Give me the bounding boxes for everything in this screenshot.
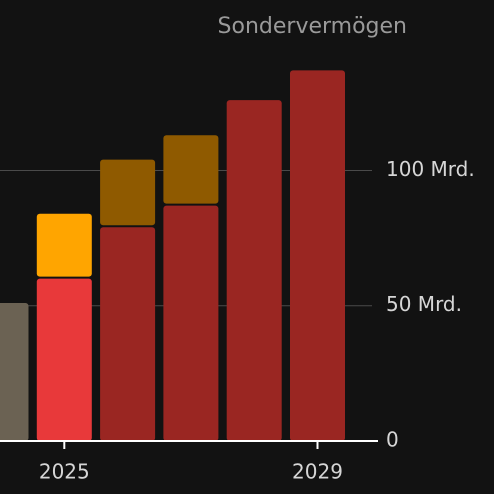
chart-title: Sondervermögen	[218, 14, 407, 39]
y-tick-label: 50 Mrd.	[386, 292, 462, 316]
bar	[100, 159, 156, 226]
bar	[163, 205, 219, 441]
y-tick-label: 0	[386, 428, 399, 452]
x-tick-label: 2029	[292, 460, 343, 484]
x-tick-label: 2025	[39, 460, 90, 484]
bar	[36, 213, 92, 277]
bar	[0, 303, 29, 441]
bar	[290, 70, 345, 441]
y-tick-label: 100 Mrd.	[386, 157, 475, 181]
bar	[100, 227, 156, 441]
bar	[226, 100, 282, 441]
bar	[36, 278, 92, 441]
bar	[163, 135, 219, 204]
